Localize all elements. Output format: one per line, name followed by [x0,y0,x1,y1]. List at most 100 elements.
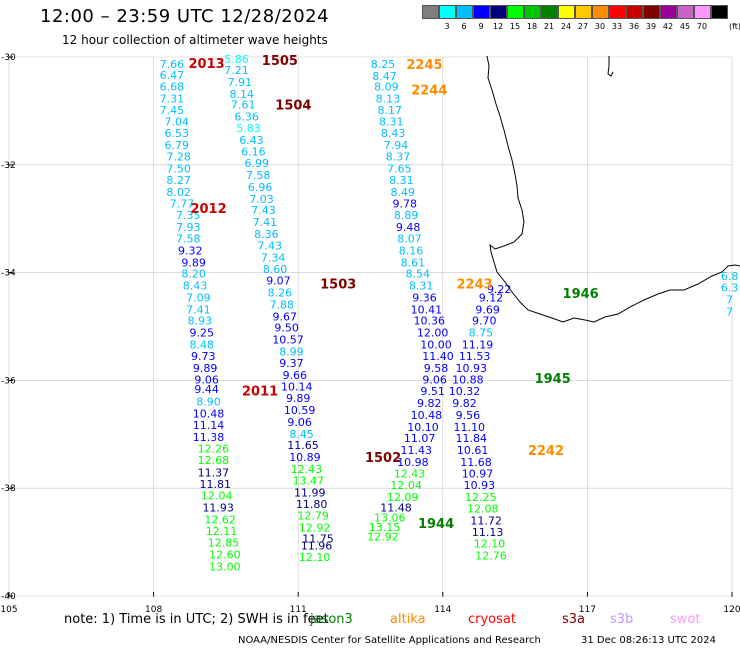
legend-bin-label: 33 [611,22,623,31]
wave-height-reading: 10.93 [464,479,496,492]
wave-height-reading: 6.16 [241,145,266,158]
wave-height-reading: 7.35 [176,209,201,222]
wave-height-reading: 12.00 [417,326,449,339]
wave-height-reading: 9.06 [194,373,219,386]
pass-time-labels: 2013 1505 1504 2012 1503 2011 1502 2245 2244 2243… [189,54,599,532]
wave-height-reading: 12.76 [475,550,507,563]
wave-height-reading: 7.43 [258,240,283,253]
legend-bin-label: 36 [628,22,640,31]
legend-swatch [490,5,507,19]
wave-height-reading: 9.37 [279,357,304,370]
wave-height-reading: 9.06 [287,416,312,429]
wave-height-reading: 10.59 [284,404,316,417]
wave-height-reading: 10.48 [193,407,225,420]
wave-height-reading: 10.32 [449,385,481,398]
wave-height-reading: 12.79 [297,510,329,523]
wave-height-reading: 9.73 [191,350,216,363]
lon-tick-label: 120 [723,605,740,615]
wave-height-reading: 10.00 [420,338,452,351]
wave-height-reading: 7.91 [228,76,253,89]
wave-height-reading: 7.41 [186,303,211,316]
wave-height-reading: 7.77 [170,198,195,211]
legend-bin-label: 45 [679,22,691,31]
legend-bin-label: 18 [526,22,538,31]
lat-tick-label: -36 [1,376,16,386]
wave-height-reading: 9.89 [286,392,311,405]
wave-height-reading: 12.04 [201,490,233,503]
legend-swatch [456,5,473,19]
wave-height-reading: 6.96 [248,181,273,194]
legend-bin-label: 70 [696,22,708,31]
wave-height-reading: 8.16 [399,245,424,258]
coastline [486,55,740,323]
wave-height-reading: 10.41 [411,303,443,316]
lat-tick-label: -32 [1,161,16,171]
wave-height-reading: 9.36 [412,291,437,304]
legend-bin-label: 30 [594,22,606,31]
pass-time-label: 2242 [528,444,564,459]
wave-height-reading: 11.48 [380,502,412,515]
wave-height-reading: 12.92 [299,522,331,535]
wave-height-reading: 7.31 [160,93,185,106]
legend-unit-label: (ft) [729,22,740,31]
pass-time-label: 1502 [365,451,401,466]
legend-bin-label: 3 [444,22,450,31]
wave-height-reading: 5.83 [236,122,261,135]
legend-bin-label: 24 [560,22,572,31]
wave-height-reading: 7.34 [261,252,286,265]
wave-height-reading: 11.14 [193,419,225,432]
wave-height-reading: 8.54 [405,268,430,281]
wave-height-reading: 8.75 [469,326,494,339]
wave-height-reading: 8.31 [379,116,404,129]
wave-height-reading: 9.06 [422,373,447,386]
wave-height-reading: 12.92 [367,531,399,544]
wave-height-reading: 11.81 [200,478,232,491]
wave-height-reading: 9.51 [420,385,445,398]
legend-swatch [575,5,592,19]
wave-height-reading: 8.14 [230,88,255,101]
pass-time-label: 1505 [262,54,298,69]
wave-height-reading: 7.04 [164,116,189,129]
wave-height-reading: 12.10 [474,538,506,551]
legend-swatch [677,5,694,19]
wave-height-reading: 8.90 [196,395,221,408]
generated-timestamp: 31 Dec 08:26:13 UTC 2024 [581,635,716,646]
wave-height-reading: 11.93 [202,502,234,515]
wave-height-reading: 11.96 [301,539,333,552]
legend-swatch [711,5,728,19]
wave-height-reading: 8.31 [409,280,434,293]
wave-height-reading: 7.88 [270,298,295,311]
wave-height-reading: 8.49 [391,186,416,199]
legend-bin-label: 42 [662,22,674,31]
legend-swatch [439,5,456,19]
map-grid [8,56,733,597]
wave-height-reading: 11.84 [455,432,487,445]
wave-height-reading: 8.93 [188,315,213,328]
wave-height-reading: 7.66 [160,58,185,71]
pass-time-label: 1503 [320,277,356,292]
wave-height-reading: 6.53 [164,127,189,140]
legend-swatch [694,5,711,19]
wave-height-reading: 8.25 [371,58,396,71]
wave-height-reading: 9.56 [456,409,481,422]
wave-height-reading: 7.65 [387,163,412,176]
wave-height-reading: 12.04 [390,479,422,492]
legend-bin-label: 6 [461,22,467,31]
wave-height-reading: 12.68 [198,454,230,467]
pass-time-label: 2245 [406,58,442,73]
wave-height-reading: 10.36 [414,315,446,328]
lon-tick-label: 114 [434,605,451,615]
wave-height-reading: 11.19 [462,338,494,351]
wave-height-reading: 13.00 [209,560,241,573]
wave-height-reading: 7 [726,294,733,307]
wave-height-reading: 12.08 [467,503,499,516]
legend-bin-label: 15 [509,22,521,31]
wave-height-reading: 9.67 [272,310,297,323]
satellite-legend-item: altika [390,612,426,627]
wave-height-reading: 6.68 [160,81,185,94]
wave-height-reading: 9.44 [194,383,219,396]
legend-swatch [643,5,660,19]
wave-height-reading: 9.12 [479,291,504,304]
lon-tick-label: 111 [290,605,307,615]
